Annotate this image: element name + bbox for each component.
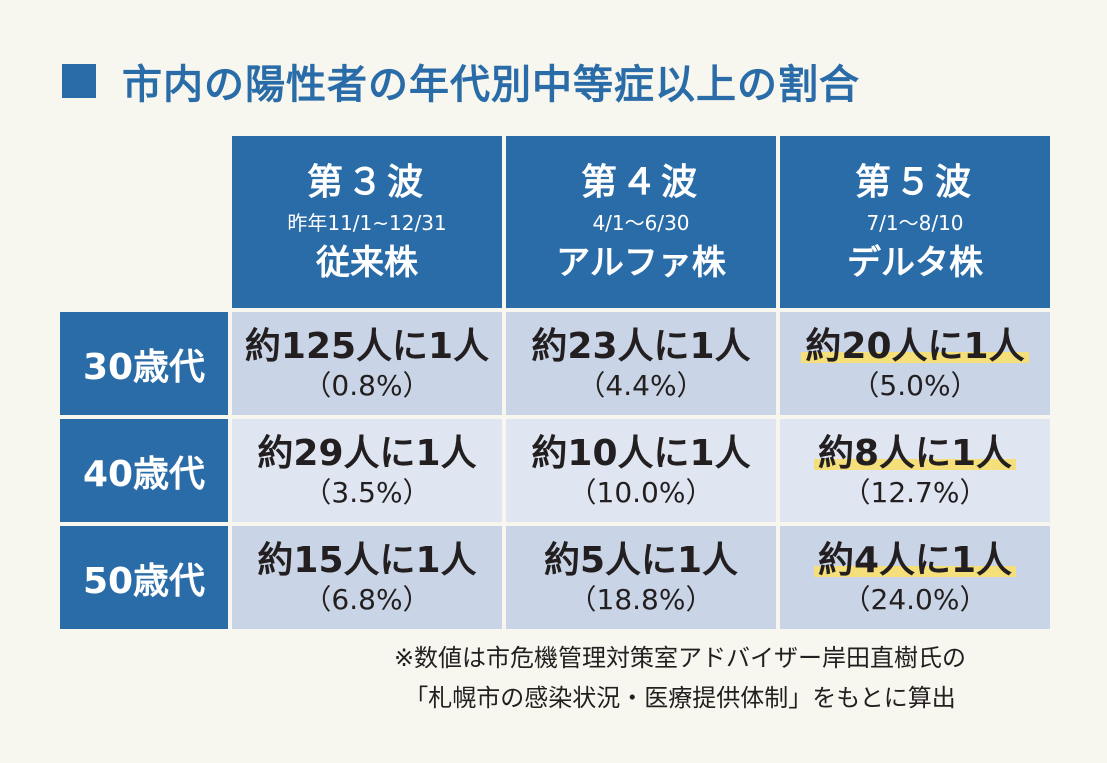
strain-label: デルタ株 [847,243,983,283]
percent-value: （0.8%） [303,368,431,402]
ratio-value-highlighted: 約8人に1人 [813,432,1017,474]
table-cell: 約10人に1人 （10.0%） [506,419,776,522]
row-header-30s: 30歳代 [60,312,228,415]
ratio-value: 約29人に1人 [257,432,477,474]
ratio-value: 約10人に1人 [531,432,751,474]
row-header-50s: 50歳代 [60,526,228,629]
source-note: ※数値は市危機管理対策室アドバイザー岸田直樹氏の 「札幌市の感染状況・医療提供体… [300,638,1060,718]
ratio-value-highlighted: 約4人に1人 [813,539,1017,581]
ratio-value: 約125人に1人 [244,325,490,367]
wave-label: 第４波 [580,162,701,203]
ratio-value: 約15人に1人 [257,539,477,581]
table-cell: 約15人に1人 （6.8%） [232,526,502,629]
period-label: 7/1～8/10 [866,211,964,235]
table-cell: 約5人に1人 （18.8%） [506,526,776,629]
percent-value: （24.0%） [842,582,988,616]
source-note-line2: 「札幌市の感染状況・医療提供体制」をもとに算出 [404,684,956,712]
strain-label: アルファ株 [556,243,726,283]
column-header-wave5: 第５波 7/1～8/10 デルタ株 [780,136,1050,308]
table-cell: 約23人に1人 （4.4%） [506,312,776,415]
table-cell-highlighted: 約4人に1人 （24.0%） [780,526,1050,629]
ratio-value: 約5人に1人 [543,539,739,581]
table-cell: 約125人に1人 （0.8%） [232,312,502,415]
percent-value: （18.8%） [568,582,714,616]
chart-title: 市内の陽性者の年代別中等症以上の割合 [122,62,860,108]
percent-value: （4.4%） [577,368,705,402]
table-cell: 約29人に1人 （3.5%） [232,419,502,522]
percent-value: （5.0%） [851,368,979,402]
title-block: 市内の陽性者の年代別中等症以上の割合 [62,52,860,110]
table-cell-highlighted: 約20人に1人 （5.0%） [780,312,1050,415]
wave-label: 第５波 [854,162,975,203]
percent-value: （12.7%） [842,475,988,509]
title-square-icon [62,64,96,98]
row-header-40s: 40歳代 [60,419,228,522]
table-cell-highlighted: 約8人に1人 （12.7%） [780,419,1050,522]
period-label: 4/1～6/30 [592,211,690,235]
ratio-value-highlighted: 約20人に1人 [801,325,1029,367]
corner-blank [60,136,228,308]
period-label: 昨年11/1~12/31 [287,211,447,235]
source-note-line1: ※数値は市危機管理対策室アドバイザー岸田直樹氏の [393,644,967,672]
percent-value: （6.8%） [303,582,431,616]
percent-value: （3.5%） [303,475,431,509]
ratio-value: 約23人に1人 [531,325,751,367]
strain-label: 従来株 [316,243,418,283]
column-header-wave3: 第３波 昨年11/1~12/31 従来株 [232,136,502,308]
column-header-wave4: 第４波 4/1～6/30 アルファ株 [506,136,776,308]
percent-value: （10.0%） [568,475,714,509]
wave-label: 第３波 [306,162,427,203]
data-table: 第３波 昨年11/1~12/31 従来株 第４波 4/1～6/30 アルファ株 … [60,136,1050,629]
